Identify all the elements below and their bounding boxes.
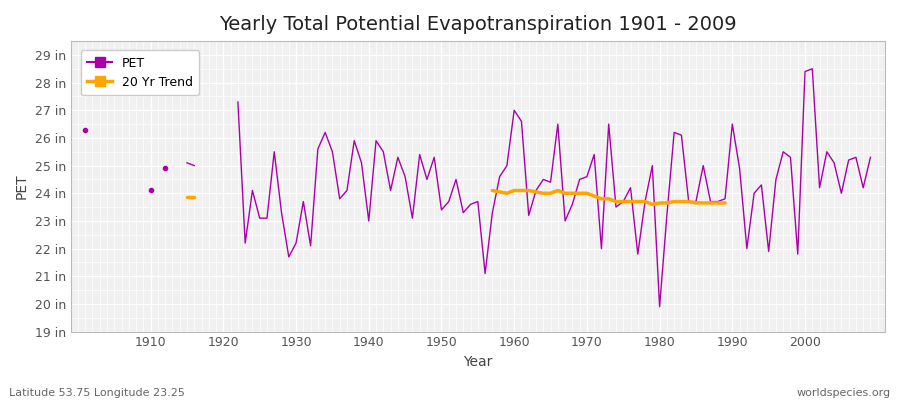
Title: Yearly Total Potential Evapotranspiration 1901 - 2009: Yearly Total Potential Evapotranspiratio… <box>219 15 736 34</box>
Legend: PET, 20 Yr Trend: PET, 20 Yr Trend <box>81 50 200 95</box>
Text: worldspecies.org: worldspecies.org <box>796 388 891 398</box>
Y-axis label: PET: PET <box>15 174 29 199</box>
Text: Latitude 53.75 Longitude 23.25: Latitude 53.75 Longitude 23.25 <box>9 388 184 398</box>
X-axis label: Year: Year <box>464 355 492 369</box>
